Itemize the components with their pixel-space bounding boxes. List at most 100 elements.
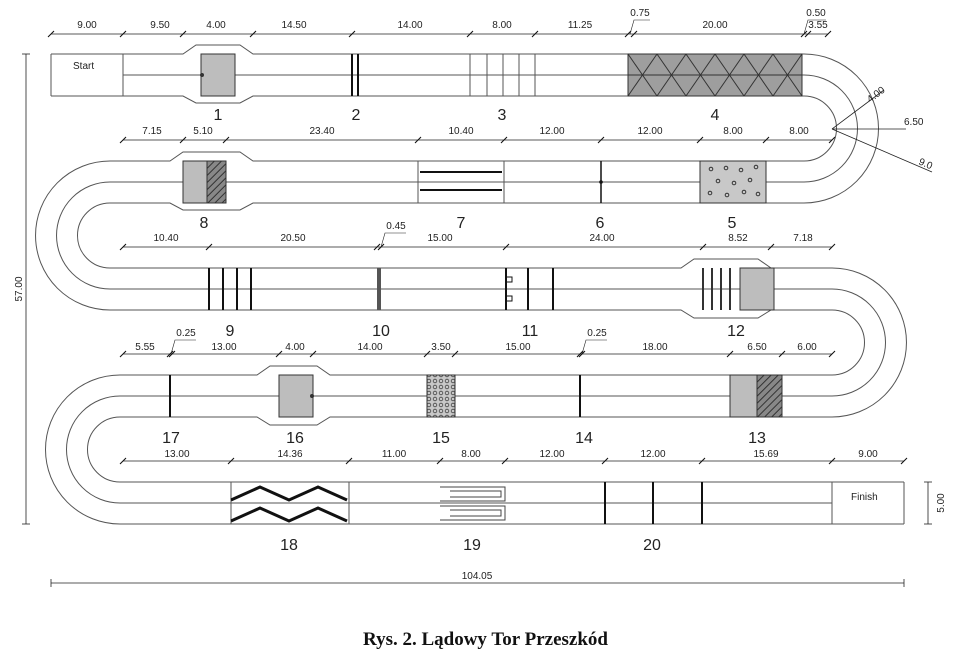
obstacle-label-6: 6 [596, 215, 605, 232]
track-row-2-bottom-edge [110, 202, 804, 211]
overall-width-label: 104.05 [462, 571, 493, 582]
track-row-1-bottom-edge [51, 95, 804, 104]
turn-radius-line-1 [831, 89, 885, 130]
dim-tick-r1-1 [119, 30, 127, 38]
obstacle-20 [604, 482, 703, 524]
dim-r3-6: 7.18 [793, 233, 813, 244]
dim-tick-r4-11 [828, 350, 836, 358]
dim-tick-r5-2 [345, 457, 353, 465]
dim-r1-3: 14.50 [281, 20, 306, 31]
dim-r1-0: 9.00 [77, 20, 97, 31]
obstacle-4 [627, 53, 803, 97]
track-turn-1-outer [803, 53, 879, 204]
track-row-3-bottom-edge [110, 309, 832, 319]
dim-tick-r3-2 [373, 243, 381, 251]
obstacle-label-15: 15 [432, 430, 450, 447]
track-turn-2-mid [56, 181, 111, 290]
dim-r2-4: 12.00 [539, 126, 564, 137]
dim-tick-r4-1 [166, 350, 174, 358]
dim-r5-6: 15.69 [753, 449, 778, 460]
dim-r2-0: 7.15 [142, 126, 162, 137]
dim-r1-4: 14.00 [397, 20, 422, 31]
obstacle-5 [699, 160, 767, 204]
dim-r1-1: 9.50 [150, 20, 170, 31]
obstacle-label-16: 16 [286, 430, 304, 447]
dim-tick-r5-4 [501, 457, 509, 465]
dim-tick-r1-2 [179, 30, 187, 38]
obstacle-course-drawing: 57.00 104.05 5.00 4.00 6.50 9.0 Start Fi… [14, 8, 947, 587]
obstacle-label-11: 11 [522, 323, 539, 340]
dim-tick-r4-3 [275, 350, 283, 358]
dim-r4-5: 3.50 [431, 342, 451, 353]
overall-height-label: 57.00 [14, 276, 25, 301]
obstacle-label-18: 18 [280, 537, 298, 554]
turn-dim-1: 4.00 [865, 85, 888, 106]
dim-tick-r1-0 [47, 30, 55, 38]
dim-r2-1: 5.10 [193, 126, 213, 137]
obstacle-label-19: 19 [463, 537, 481, 554]
track-turn-2-outer [35, 160, 111, 311]
dim-tick-r2-7 [762, 136, 770, 144]
dim-r1-10: 3.55 [808, 20, 828, 31]
dim-r3-4: 24.00 [589, 233, 614, 244]
dim-r4-3: 4.00 [285, 342, 305, 353]
obstacle-1 [200, 53, 236, 97]
dim-tick-r2-8 [828, 136, 836, 144]
obstacle-15 [426, 374, 456, 418]
track-row-3-top-edge [110, 258, 832, 269]
dim-r4-7: 0.25 [587, 328, 607, 339]
obstacle-label-3: 3 [498, 107, 507, 124]
dim-tick-r5-3 [436, 457, 444, 465]
track-row-1-top-edge [51, 44, 804, 55]
dim-tick-r2-4 [500, 136, 508, 144]
overall-dimensions [22, 53, 933, 587]
dim-r4-6: 15.00 [505, 342, 530, 353]
dim-r3-3: 15.00 [427, 233, 452, 244]
dim-tick-r3-7 [828, 243, 836, 251]
dim-tick-r4-7 [576, 350, 584, 358]
track-turn-2-inner [77, 202, 111, 269]
dim-r5-7: 9.00 [858, 449, 878, 460]
obstacle-label-9: 9 [226, 323, 235, 340]
dim-tick-r4-5 [423, 350, 431, 358]
turn-radius-line-3 [831, 128, 933, 173]
obstacle-18 [230, 481, 350, 525]
dim-r5-5: 12.00 [640, 449, 665, 460]
dim-tick-r2-1 [179, 136, 187, 144]
dim-r4-0: 5.55 [135, 342, 155, 353]
leader-lines [170, 19, 826, 355]
dim-tick-r4-6 [451, 350, 459, 358]
dim-r3-2: 0.45 [386, 221, 406, 232]
dim-tick-r4-4 [309, 350, 317, 358]
track-row-2-top-edge [110, 151, 804, 162]
dim-tick-r3-5 [699, 243, 707, 251]
dim-tick-r1-7 [624, 30, 632, 38]
obstacle-label-1: 1 [214, 107, 223, 124]
dim-r1-6: 11.25 [568, 20, 593, 31]
dim-r1-2: 4.00 [206, 20, 226, 31]
track-row-4-bottom-edge [120, 416, 832, 426]
obstacle-label-7: 7 [457, 215, 466, 232]
dim-tick-r1-8 [630, 30, 638, 38]
dim-tick-r4-2 [168, 350, 176, 358]
turn-dim-2: 6.50 [904, 117, 924, 128]
dim-tick-r2-3 [414, 136, 422, 144]
track-turn-4-inner [87, 416, 121, 483]
obstacle-label-13: 13 [748, 430, 766, 447]
dim-tick-r5-7 [828, 457, 836, 465]
obstacle-11 [505, 268, 554, 310]
dim-r2-7: 8.00 [789, 126, 809, 137]
dim-r1-8: 20.00 [702, 20, 727, 31]
obstacle-19 [440, 486, 506, 521]
turn-dim-3: 9.0 [917, 157, 934, 173]
dim-tick-r4-9 [726, 350, 734, 358]
dim-r4-2: 13.00 [211, 342, 236, 353]
figure-caption: Rys. 2. Lądowy Tor Przeszkód [363, 629, 608, 650]
dim-tick-r1-3 [249, 30, 257, 38]
dim-tick-r5-8 [900, 457, 908, 465]
track-turn-1-mid [803, 74, 858, 183]
obstacle-8 [182, 160, 227, 204]
dim-r5-2: 11.00 [382, 449, 407, 460]
dim-tick-r1-4 [348, 30, 356, 38]
dim-tick-r2-5 [597, 136, 605, 144]
